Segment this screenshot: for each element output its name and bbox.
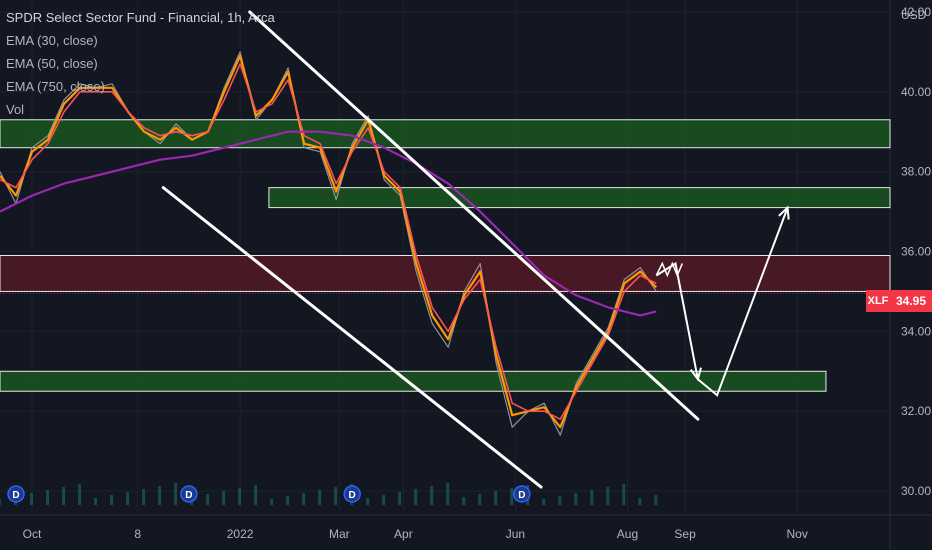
support-zone [268, 187, 891, 209]
dividend-label: D [185, 490, 192, 501]
volume-bar [622, 484, 626, 505]
y-tick-label: 38.00 [901, 165, 931, 179]
volume-bar [398, 492, 402, 505]
volume-bar [318, 490, 322, 505]
dividend-label: D [518, 490, 525, 501]
up-arrow-head [778, 205, 790, 220]
volume-bar [382, 495, 386, 505]
trend-line [161, 186, 543, 489]
x-tick-label: 8 [134, 527, 141, 541]
volume-bar [638, 498, 642, 505]
dividend-label: D [12, 490, 19, 501]
volume-bar [30, 493, 34, 505]
chart-legend: SPDR Select Sector Fund - Financial, 1h,… [6, 6, 275, 121]
volume-bar [478, 494, 482, 505]
volume-bar [142, 489, 146, 505]
volume-bar [366, 498, 370, 505]
volume-bar [94, 498, 98, 505]
dividend-marker [7, 485, 25, 503]
y-tick-label: 32.00 [901, 404, 931, 418]
volume-bar [302, 493, 306, 505]
volume-bar [126, 492, 130, 505]
x-tick-label: Jun [506, 527, 525, 541]
dividend-label: D [349, 490, 356, 501]
indicator-ema50[interactable]: EMA (50, close) [6, 56, 98, 71]
y-tick-label: 30.00 [901, 484, 931, 498]
y-tick-label: 36.00 [901, 245, 931, 259]
volume-bar [574, 493, 578, 505]
x-tick-label: Aug [617, 527, 638, 541]
indicator-vol[interactable]: Vol [6, 102, 25, 117]
volume-bar [222, 491, 226, 505]
volume-bar [510, 488, 514, 505]
volume-bar [158, 486, 162, 505]
volume-bar [414, 489, 418, 505]
volume-bar [270, 499, 274, 505]
x-tick-label: Oct [23, 527, 42, 541]
x-tick-label: Nov [786, 527, 807, 541]
volume-bar [542, 499, 546, 505]
volume-bar [110, 495, 114, 505]
volume-bar [46, 490, 50, 505]
support-zone [0, 370, 827, 392]
volume-bar [462, 497, 466, 505]
trend-line [248, 10, 700, 421]
volume-bar [78, 484, 82, 505]
down-arrow-head [689, 367, 702, 382]
volume-bar [174, 483, 178, 505]
chart-title: SPDR Select Sector Fund - Financial, 1h,… [6, 10, 275, 25]
volume-bar [334, 487, 338, 505]
projection-zigzag [655, 261, 683, 278]
ema50-line [0, 63, 657, 420]
volume-bar [446, 483, 450, 505]
y-tick-label: 42.00 [901, 5, 931, 19]
resistance-zone [0, 255, 891, 292]
volume-bar [254, 485, 258, 505]
dividend-marker [513, 485, 531, 503]
dividend-marker [343, 485, 361, 503]
x-tick-label: Apr [394, 527, 413, 541]
volume-bar [430, 486, 434, 505]
ema30-line [0, 54, 658, 429]
volume-bar [286, 496, 290, 505]
volume-bar [606, 487, 610, 505]
ema750-line [0, 130, 657, 317]
volume-bar [62, 487, 66, 505]
x-tick-label: 2022 [227, 527, 254, 541]
volume-bar [590, 490, 594, 505]
y-tick-label: 34.00 [901, 324, 931, 338]
x-tick-label: Mar [329, 527, 350, 541]
volume-bar [238, 488, 242, 505]
volume-bar [494, 491, 498, 505]
volume-bar [558, 496, 562, 505]
price-line [0, 51, 657, 436]
x-tick-label: Sep [674, 527, 696, 541]
volume-bar [206, 494, 210, 505]
volume-bar [654, 495, 658, 505]
volume-bar [0, 499, 1, 505]
indicator-ema750[interactable]: EMA (750, close) [6, 79, 105, 94]
symbol-tag: XLF [866, 290, 890, 312]
support-zone [0, 119, 891, 149]
dividend-marker [180, 485, 198, 503]
last-price-tag: 34.95 [890, 290, 932, 312]
currency-label: USD [901, 8, 927, 22]
indicator-ema30[interactable]: EMA (30, close) [6, 33, 98, 48]
y-tick-label: 40.00 [901, 85, 931, 99]
